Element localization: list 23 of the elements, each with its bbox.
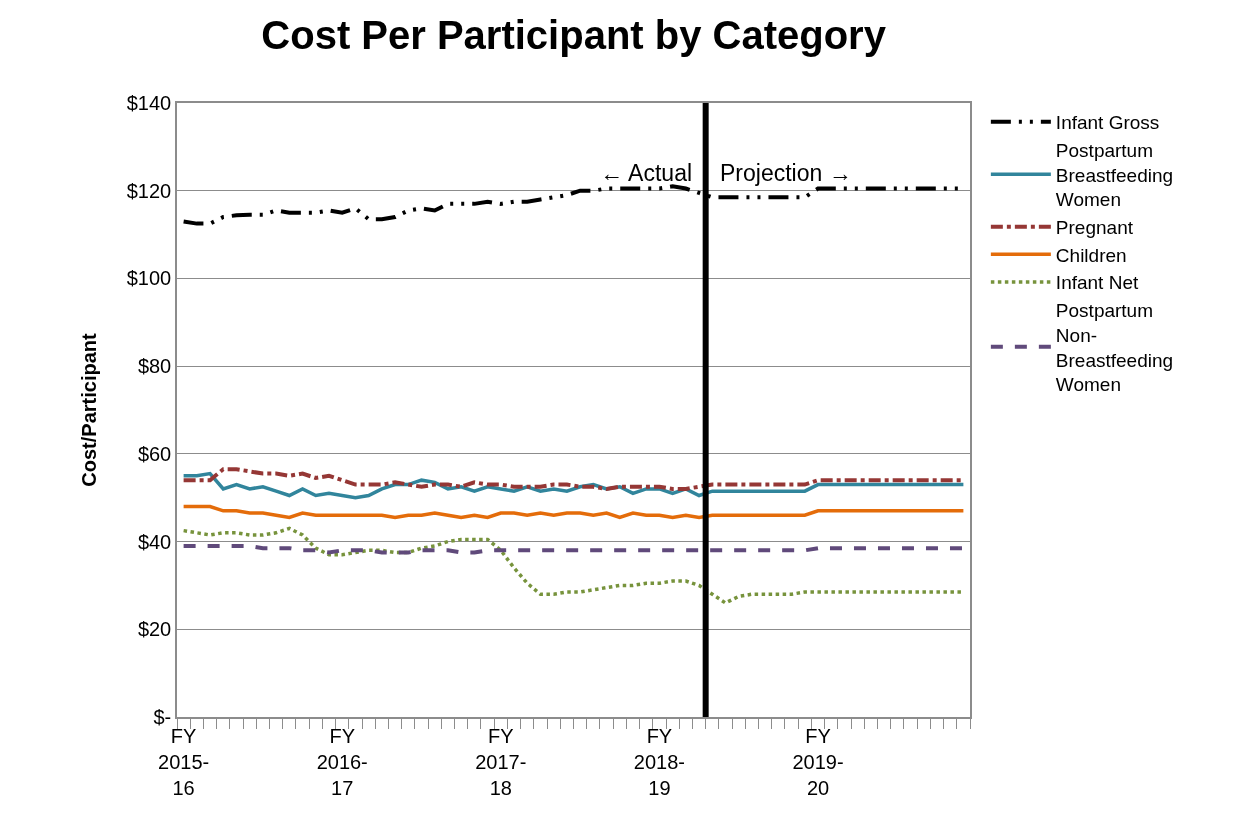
annotation: ← Actual — [600, 160, 693, 186]
legend-label: Children — [1055, 244, 1127, 266]
y-tick-label: $40 — [137, 530, 172, 553]
legend-label: Infant Net — [1055, 272, 1139, 294]
legend-label: Pregnant — [1055, 217, 1134, 239]
y-axis-title: Cost/Participant — [77, 332, 100, 487]
x-tick-label: FY 2017- 18 — [475, 724, 527, 799]
y-tick-label: $80 — [137, 355, 172, 378]
legend-label: Postpartum Non- Breastfeeding Women — [1055, 300, 1174, 396]
chart-title: Cost Per Participant by Category — [261, 12, 887, 57]
legend-label: Postpartum Breastfeeding Women — [1055, 139, 1174, 211]
x-tick-label: FY 2018- 19 — [633, 724, 685, 799]
legend-label: Infant Gross — [1055, 112, 1160, 134]
x-tick-label: FY 2016- 17 — [316, 724, 368, 799]
y-tick-label: $100 — [126, 267, 172, 290]
y-tick-label: $120 — [126, 179, 172, 202]
y-tick-label: $- — [153, 706, 172, 728]
y-tick-label: $60 — [137, 442, 172, 465]
y-tick-label: $140 — [126, 92, 172, 114]
annotation: Projection → — [720, 160, 852, 186]
line-series — [181, 504, 966, 520]
y-tick-label: $20 — [137, 618, 172, 641]
x-tick-label: FY 2019- 20 — [792, 724, 844, 799]
